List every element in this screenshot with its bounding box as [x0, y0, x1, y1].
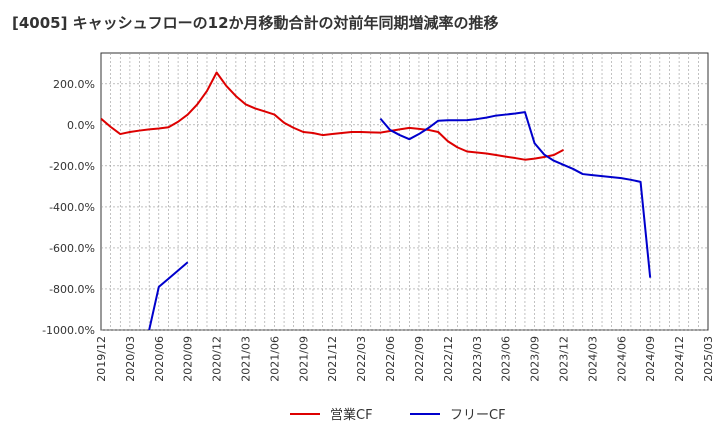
- x-tick-label: 2020/09: [182, 336, 195, 382]
- series-line-0: [101, 71, 564, 161]
- chart-title: [4005] キャッシュフローの12か月移動合計の対前年同期増減率の推移: [12, 14, 499, 32]
- x-tick-label: 2023/09: [529, 336, 542, 382]
- x-tick-label: 2021/06: [268, 336, 281, 382]
- y-tick-label: 0.0%: [67, 119, 95, 132]
- x-tick-label: 2024/06: [615, 336, 628, 382]
- x-tick-label: 2022/09: [413, 336, 426, 382]
- series-line-1: [148, 261, 189, 330]
- x-tick-label: 2021/03: [240, 336, 253, 382]
- axis-layer: 200.0% 0.0% -200.0% -400.0% -600.0% -800.0% -1…: [42, 78, 715, 382]
- x-tick-label: 2025/03: [702, 336, 715, 382]
- series-line-1: [379, 111, 652, 278]
- y-tick-label: -400.0%: [49, 201, 95, 214]
- plot-area: [100, 52, 709, 331]
- x-tick-label: 2019/12: [95, 336, 108, 382]
- y-tick-label: -800.0%: [49, 283, 95, 296]
- x-tick-label: 2021/12: [326, 336, 339, 382]
- x-tick-label: 2024/12: [673, 336, 686, 382]
- series-layer: [101, 71, 652, 330]
- x-tick-label: 2020/06: [153, 336, 166, 382]
- legend-layer: 営業CF フリーCF: [290, 407, 506, 423]
- legend-label-operating-cf: 営業CF: [330, 407, 373, 423]
- x-tick-label: 2020/12: [211, 336, 224, 382]
- y-tick-label: -1000.0%: [42, 324, 95, 337]
- x-tick-label: 2023/12: [557, 336, 570, 382]
- x-tick-label: 2024/09: [644, 336, 657, 382]
- x-tick-label: 2023/06: [500, 336, 513, 382]
- legend-label-free-cf: フリーCF: [450, 408, 506, 423]
- y-tick-label: -200.0%: [49, 160, 95, 173]
- x-tick-label: 2022/03: [355, 336, 368, 382]
- x-tick-label: 2022/06: [384, 336, 397, 382]
- x-tick-label: 2020/03: [124, 336, 137, 382]
- x-tick-label: 2022/12: [442, 336, 455, 382]
- y-tick-label: -600.0%: [49, 242, 95, 255]
- y-tick-label: 200.0%: [53, 78, 95, 91]
- x-tick-label: 2024/03: [586, 336, 599, 382]
- x-tick-label: 2021/09: [297, 336, 310, 382]
- x-tick-label: 2023/03: [471, 336, 484, 382]
- grid-layer: [100, 52, 709, 331]
